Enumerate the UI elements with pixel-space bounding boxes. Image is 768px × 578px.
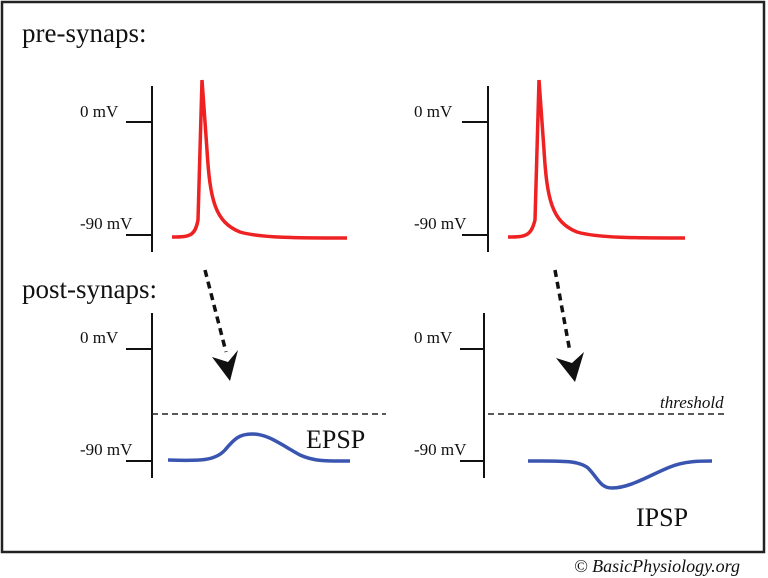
post-right-axis — [460, 313, 485, 478]
pre-left-axis — [126, 86, 153, 252]
copyright: © BasicPhysiology.org — [574, 556, 740, 576]
minus90-mv-label: -90 mV — [414, 440, 467, 459]
post-synaps-heading: post-synaps: — [22, 274, 157, 304]
ipsp-label: IPSP — [636, 503, 688, 532]
arrow-right — [553, 269, 584, 382]
action-potential-left — [171, 79, 348, 240]
zero-mv-label: 0 mV — [80, 328, 119, 347]
zero-mv-label: 0 mV — [414, 328, 453, 347]
minus90-mv-label: -90 mV — [80, 440, 133, 459]
action-potential-right — [507, 79, 686, 240]
threshold-label: threshold — [660, 393, 724, 412]
post-left-axis — [126, 313, 153, 478]
zero-mv-label: 0 mV — [414, 102, 453, 121]
pre-synaps-heading: pre-synaps: — [22, 18, 146, 48]
zero-mv-label: 0 mV — [80, 102, 119, 121]
pre-right-axis — [462, 86, 489, 252]
minus90-mv-label: -90 mV — [80, 214, 133, 233]
epsp-trace — [167, 432, 351, 463]
arrow-left — [203, 269, 238, 381]
ipsp-trace — [527, 459, 713, 490]
minus90-mv-label: -90 mV — [414, 214, 467, 233]
epsp-label: EPSP — [306, 425, 365, 454]
